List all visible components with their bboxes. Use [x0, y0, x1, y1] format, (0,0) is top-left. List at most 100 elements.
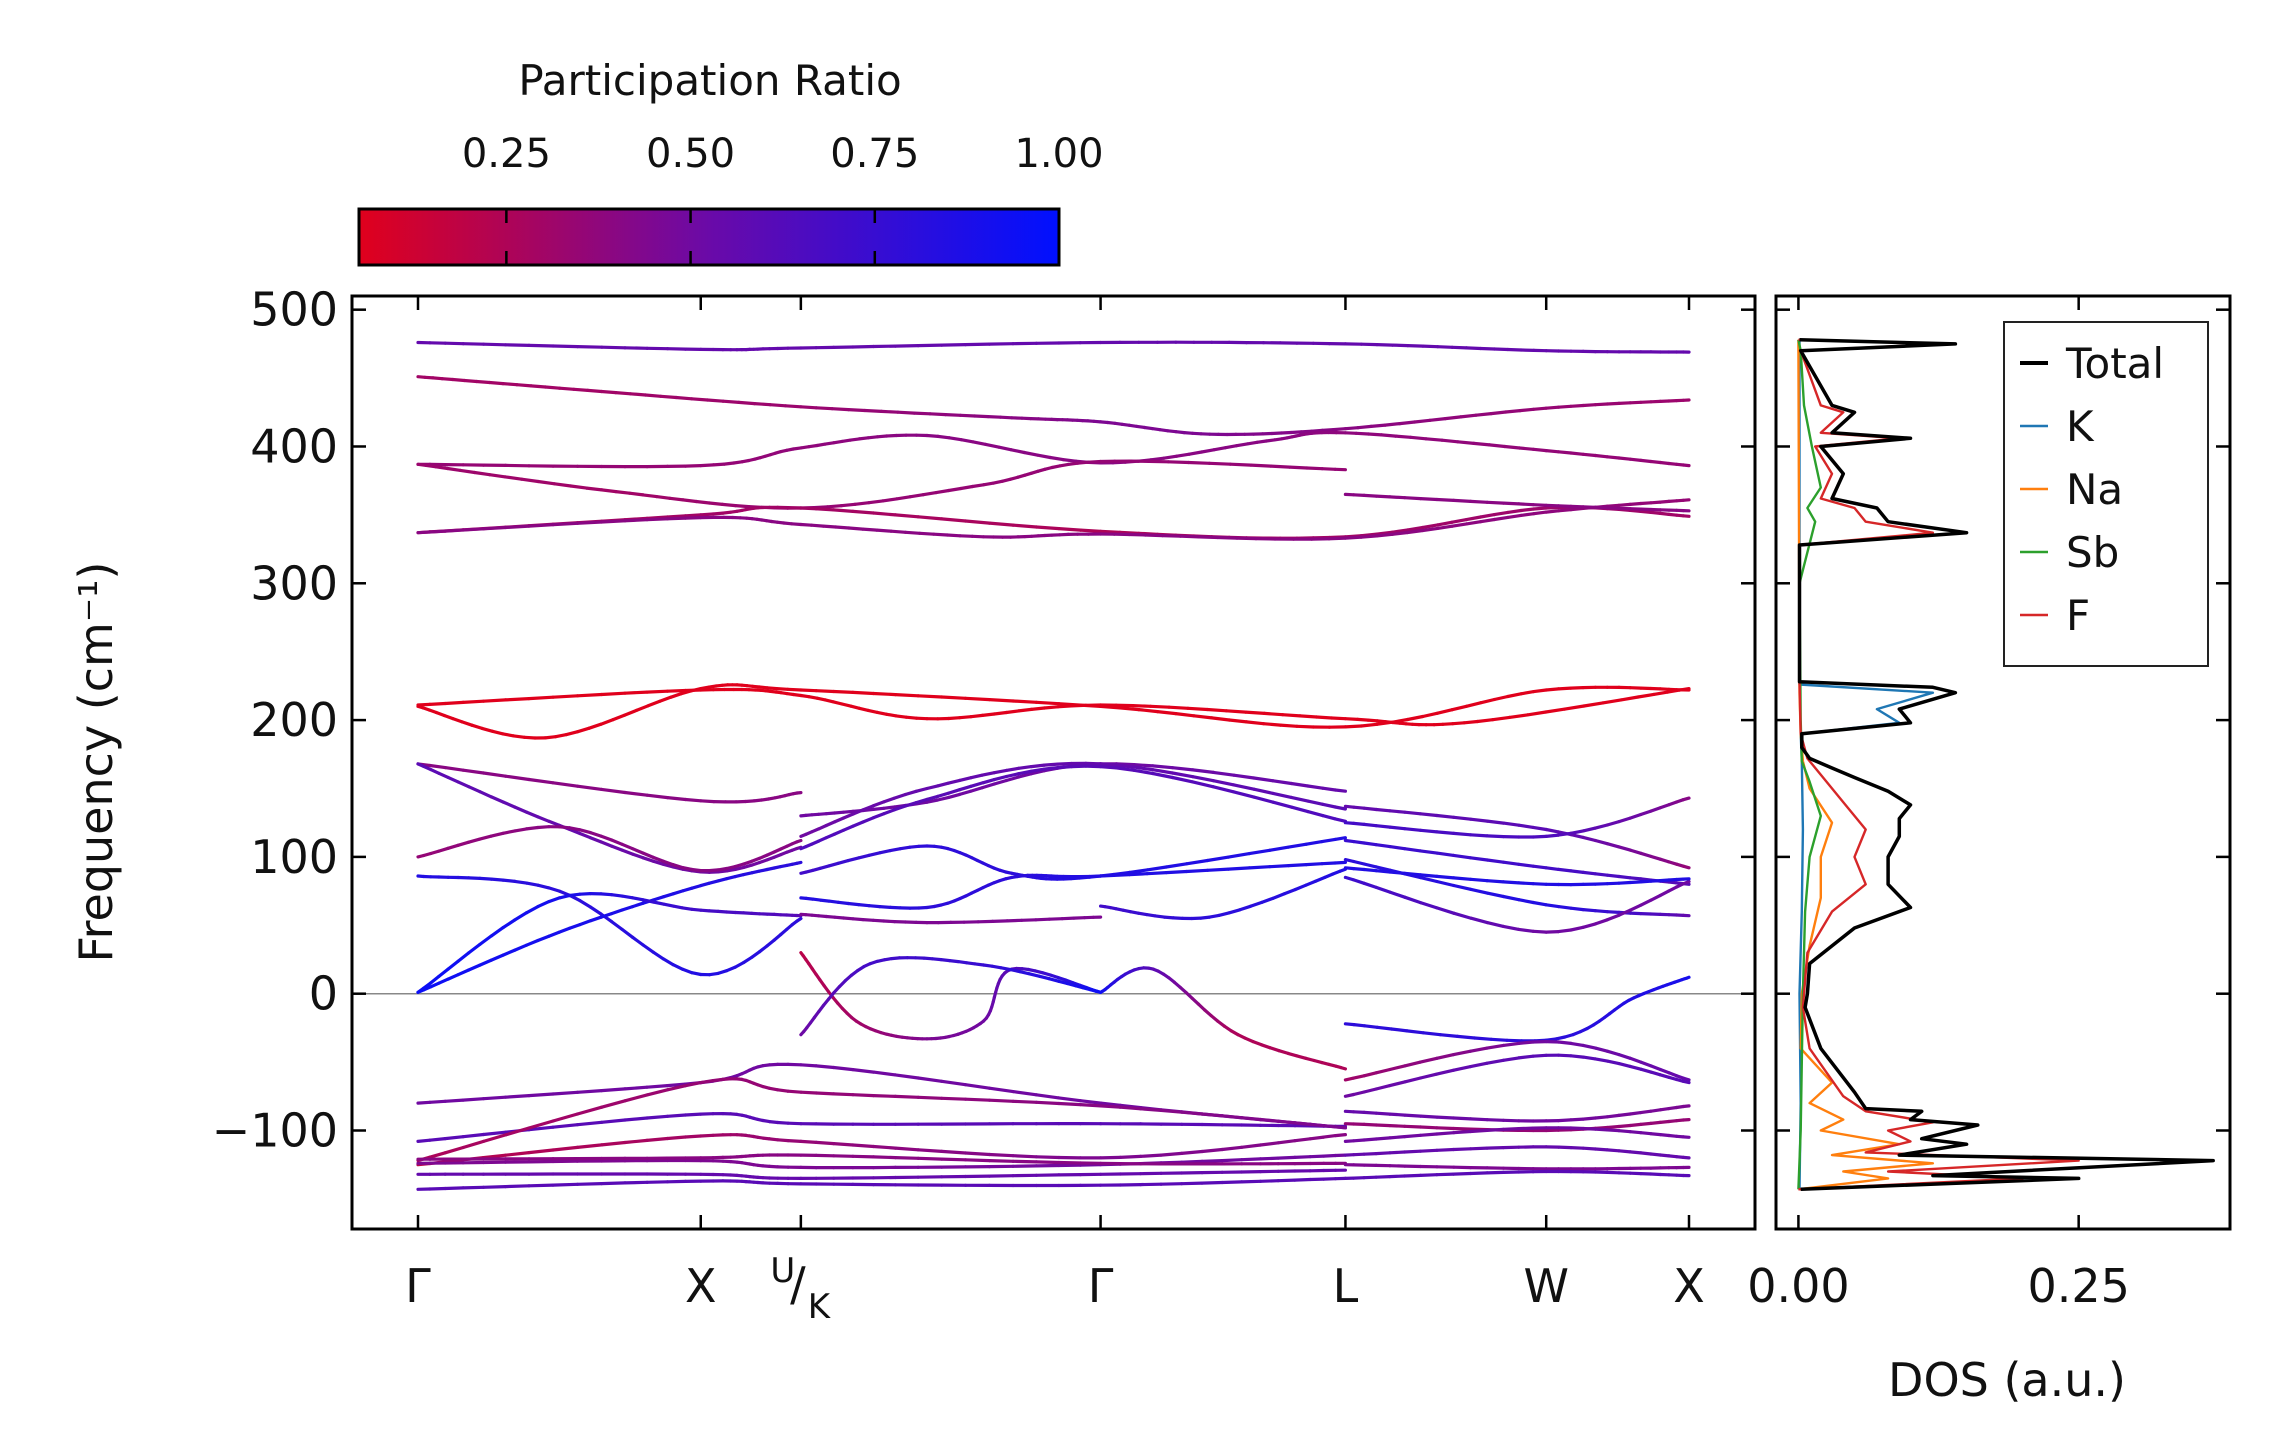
band-segment — [657, 695, 673, 704]
band-segment — [567, 922, 582, 930]
band-segment — [1485, 1127, 1506, 1133]
band-segment — [1450, 522, 1469, 528]
band-segment — [776, 1088, 790, 1093]
band-segment — [1628, 400, 1643, 405]
band-segment — [1306, 799, 1325, 806]
band-segment — [1452, 911, 1473, 920]
band-segment — [1468, 856, 1489, 862]
band-segment — [970, 483, 986, 489]
band-segment — [940, 695, 968, 700]
band-segment — [1581, 922, 1598, 929]
band-segment — [683, 515, 703, 520]
band-segment — [446, 843, 460, 850]
band-segment — [916, 343, 944, 348]
band-segment — [969, 713, 985, 719]
band-segment — [458, 468, 477, 475]
band-segment — [1649, 806, 1662, 813]
band-segment — [1418, 812, 1439, 818]
band-segment — [737, 400, 757, 406]
band-segment — [867, 904, 882, 909]
band-segment — [882, 808, 897, 816]
band-segment — [1593, 1127, 1609, 1132]
band-segment — [1352, 859, 1366, 866]
band-segment — [1617, 401, 1632, 405]
band-segment — [867, 851, 882, 857]
band-segment — [1305, 466, 1324, 471]
band-segment — [1464, 701, 1483, 708]
band-segment — [683, 1080, 703, 1088]
band-segment — [893, 1094, 920, 1099]
band-segment — [1681, 514, 1691, 518]
band-segment — [1375, 532, 1395, 538]
band-segment — [623, 346, 649, 350]
band-segment — [1078, 528, 1103, 533]
band-segment — [1569, 869, 1585, 875]
band-segment — [893, 692, 920, 698]
band-segment — [1037, 974, 1051, 981]
band-segment — [1492, 515, 1510, 522]
band-segment — [1042, 762, 1060, 767]
band-segment — [1617, 1123, 1632, 1129]
band-segment — [1352, 1138, 1366, 1143]
phonon-band — [416, 1111, 1348, 1144]
colorbar-ticks: 0.25 0.50 0.75 1.00 — [462, 131, 1104, 265]
band-segment — [1388, 495, 1407, 500]
band-segment — [1227, 908, 1242, 915]
band-segment — [1581, 1055, 1598, 1061]
band-segment — [1132, 768, 1155, 776]
band-segment — [1151, 768, 1175, 775]
band-segment — [515, 383, 533, 388]
band-segment — [437, 771, 450, 780]
band-segment — [1388, 1150, 1407, 1155]
band-segment — [980, 782, 996, 790]
band-segment — [1421, 526, 1440, 533]
band-segment — [1280, 713, 1302, 718]
band-segment — [1145, 870, 1168, 876]
band-segment — [871, 918, 886, 923]
band-segment — [1459, 413, 1478, 419]
band-segment — [578, 898, 593, 909]
band-segment — [1464, 520, 1483, 526]
band-segment — [1506, 513, 1523, 520]
dos-legend: Total K Na Sb F — [2003, 321, 2209, 667]
band-segment — [1034, 1100, 1061, 1106]
band-segment — [1398, 420, 1417, 426]
band-segment — [814, 507, 836, 512]
band-segment — [1450, 517, 1469, 524]
band-segment — [1145, 865, 1168, 872]
band-segment — [1569, 1041, 1585, 1048]
band-segment — [1162, 454, 1179, 460]
band-segment — [1374, 1123, 1392, 1128]
band-segment — [1435, 1131, 1456, 1136]
band-segment — [456, 968, 471, 977]
band-segment — [1617, 845, 1632, 852]
band-segment — [1468, 1128, 1489, 1134]
band-segment — [1304, 839, 1324, 846]
band-segment — [832, 828, 846, 836]
band-segment — [1137, 707, 1160, 714]
band-segment — [443, 1135, 465, 1141]
band-segment — [1468, 833, 1489, 838]
band-segment — [903, 800, 918, 808]
band-segment — [1293, 1177, 1312, 1182]
band-segment — [1452, 498, 1473, 503]
band-segment — [1406, 714, 1425, 722]
band-segment — [661, 957, 675, 967]
band-segment — [1435, 1115, 1456, 1120]
band-segment — [551, 344, 580, 349]
band-segment — [893, 344, 920, 348]
band-segment — [1333, 805, 1348, 811]
band-segment — [1131, 703, 1153, 708]
band-segment — [1517, 823, 1535, 830]
band-segment — [1468, 1117, 1489, 1122]
band-segment — [893, 1073, 920, 1080]
band-segment — [1289, 805, 1310, 814]
band-segment — [1517, 862, 1535, 868]
band-segment — [1418, 497, 1439, 502]
band-segment — [1628, 880, 1643, 885]
band-segment — [1636, 692, 1656, 699]
band-segment — [1462, 719, 1480, 725]
band-segment — [1649, 1064, 1662, 1072]
band-segment — [1362, 1024, 1379, 1029]
band-segment — [1501, 860, 1521, 866]
